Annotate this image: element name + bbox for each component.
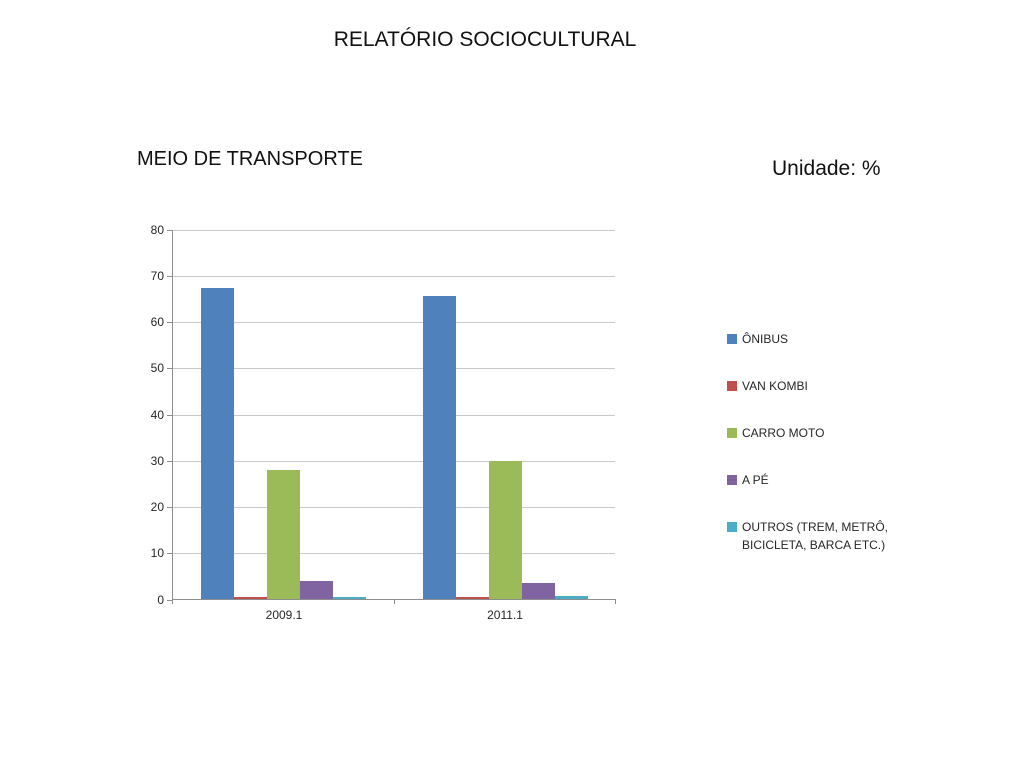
gridline-y-50 <box>173 368 615 369</box>
legend-item: A PÉ <box>727 471 919 489</box>
bar-carro-moto-2011.1 <box>489 461 522 599</box>
y-axis-tick <box>167 553 173 554</box>
gridline-y-80 <box>173 230 615 231</box>
x-axis-tick <box>394 599 395 604</box>
y-axis-tick <box>167 368 173 369</box>
legend-item: VAN KOMBI <box>727 377 919 395</box>
legend-swatch-icon <box>727 381 737 391</box>
gridline-y-10 <box>173 553 615 554</box>
bar-nibus-2011.1 <box>423 296 456 599</box>
legend-label: CARRO MOTO <box>742 426 825 440</box>
y-axis-tick <box>167 507 173 508</box>
x-axis-tick <box>615 599 616 604</box>
bar-a-p-2011.1 <box>522 583 555 599</box>
slide-title: RELATÓRIO SOCIOCULTURAL <box>333 28 637 51</box>
gridline-y-60 <box>173 322 615 323</box>
y-axis-tick <box>167 600 173 601</box>
legend-label: ÔNIBUS <box>742 332 789 346</box>
y-axis-tick <box>167 322 173 323</box>
legend-item: CARRO MOTO <box>727 424 919 442</box>
unit-label: Unidade: % <box>772 157 881 180</box>
y-axis-label: 70 <box>150 269 164 283</box>
y-axis-label: 0 <box>157 593 164 607</box>
y-axis-label: 80 <box>150 223 164 237</box>
y-axis-tick <box>167 230 173 231</box>
bar-outros-trem-metr-bicicleta-barca-etc-2011.1 <box>555 596 588 599</box>
y-axis-label: 40 <box>150 408 164 422</box>
y-axis-label: 30 <box>150 454 164 468</box>
x-axis-label-2011.1: 2011.1 <box>487 608 523 622</box>
legend-swatch-icon <box>727 522 737 532</box>
legend-swatch-icon <box>727 428 737 438</box>
gridline-y-40 <box>173 415 615 416</box>
legend-swatch-icon <box>727 334 737 344</box>
y-axis-tick <box>167 415 173 416</box>
legend-item: ÔNIBUS <box>727 330 919 348</box>
y-axis-label: 20 <box>150 500 164 514</box>
x-axis-tick <box>172 599 173 604</box>
chart-plot-area: 0 10 20 30 40 50 60 70 80 2009.1 2011.1 <box>151 223 616 622</box>
bar-outros-trem-metr-bicicleta-barca-etc-2009.1 <box>333 597 366 599</box>
legend-label: A PÉ <box>742 473 769 487</box>
x-axis-label-2009.1: 2009.1 <box>265 608 303 622</box>
legend-label: VAN KOMBI <box>742 379 808 393</box>
y-axis-label: 60 <box>150 315 164 329</box>
y-axis-tick <box>167 461 173 462</box>
y-axis-label: 50 <box>150 361 164 375</box>
bar-carro-moto-2009.1 <box>267 470 300 599</box>
gridline-y-20 <box>173 507 615 508</box>
bar-van-kombi-2011.1 <box>456 597 489 599</box>
bar-a-p-2009.1 <box>300 581 333 599</box>
bar-nibus-2009.1 <box>201 288 234 599</box>
chart-title: MEIO DE TRANSPORTE <box>137 148 363 170</box>
legend-label: OUTROS (TREM, METRÔ, BICICLETA, BARCA ET… <box>742 520 888 552</box>
legend-item: OUTROS (TREM, METRÔ, BICICLETA, BARCA ET… <box>727 518 919 554</box>
gridline-y-30 <box>173 461 615 462</box>
gridline-y-70 <box>173 276 615 277</box>
chart-legend: ÔNIBUS VAN KOMBI CARRO MOTO A PÉ OUTROS (TRE… <box>727 330 919 583</box>
legend-swatch-icon <box>727 475 737 485</box>
y-axis-tick <box>167 276 173 277</box>
y-axis-label: 10 <box>150 546 164 560</box>
bar-van-kombi-2009.1 <box>234 597 267 599</box>
